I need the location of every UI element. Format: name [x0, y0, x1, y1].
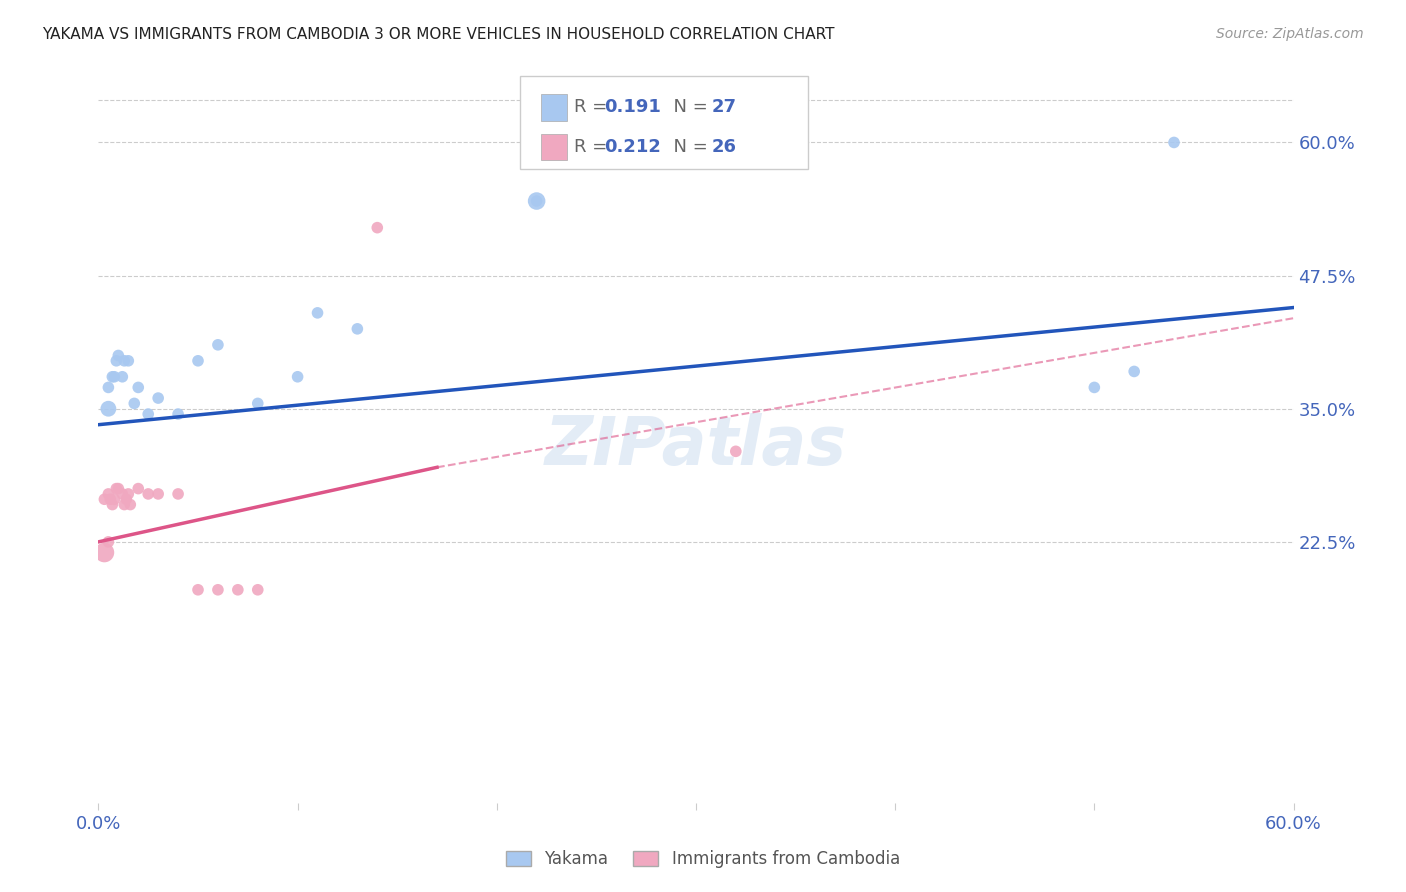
Point: [98, 492, 122, 507]
Point: [97, 487, 120, 501]
Point: [117, 353, 139, 368]
Point: [246, 396, 269, 410]
Text: R =: R =: [574, 98, 613, 116]
Text: YAKAMA VS IMMIGRANTS FROM CAMBODIA 3 OR MORE VEHICLES IN HOUSEHOLD CORRELATION C: YAKAMA VS IMMIGRANTS FROM CAMBODIA 3 OR …: [42, 27, 835, 42]
Legend: Yakama, Immigrants from Cambodia: Yakama, Immigrants from Cambodia: [499, 844, 907, 875]
Point: [187, 353, 209, 368]
Point: [226, 582, 249, 597]
Point: [124, 396, 146, 410]
Point: [136, 407, 159, 421]
Text: 26: 26: [711, 138, 737, 156]
Point: [167, 487, 190, 501]
Point: [148, 391, 170, 405]
Point: [97, 534, 120, 549]
Point: [112, 353, 135, 368]
Point: [526, 194, 548, 208]
Point: [167, 407, 190, 421]
Point: [105, 482, 128, 496]
Point: [207, 582, 229, 597]
Point: [103, 369, 125, 384]
Point: [246, 582, 269, 597]
Point: [117, 487, 139, 501]
Point: [111, 369, 134, 384]
Text: R =: R =: [574, 138, 613, 156]
Point: [724, 444, 747, 458]
Point: [103, 492, 125, 507]
Point: [148, 487, 170, 501]
Text: 0.191: 0.191: [605, 98, 661, 116]
Point: [1123, 364, 1146, 378]
Point: [187, 582, 209, 597]
Point: [101, 369, 124, 384]
Point: [97, 380, 120, 394]
Point: [526, 194, 548, 208]
Text: ZIPatlas: ZIPatlas: [546, 413, 846, 479]
Point: [1083, 380, 1105, 394]
Point: [307, 306, 329, 320]
Point: [107, 349, 129, 363]
Point: [127, 380, 149, 394]
Point: [366, 220, 388, 235]
Point: [207, 338, 229, 352]
Point: [111, 487, 134, 501]
Point: [287, 369, 309, 384]
Point: [93, 492, 115, 507]
Point: [1163, 136, 1185, 150]
Point: [107, 482, 129, 496]
Text: N =: N =: [662, 98, 714, 116]
Text: 0.212: 0.212: [605, 138, 661, 156]
Point: [127, 482, 149, 496]
Point: [101, 498, 124, 512]
Point: [136, 487, 159, 501]
Text: N =: N =: [662, 138, 714, 156]
Point: [97, 401, 120, 416]
Text: 27: 27: [711, 98, 737, 116]
Point: [120, 498, 142, 512]
Point: [346, 322, 368, 336]
Point: [93, 545, 115, 559]
Point: [112, 498, 135, 512]
Text: Source: ZipAtlas.com: Source: ZipAtlas.com: [1216, 27, 1364, 41]
Point: [105, 353, 128, 368]
Point: [115, 492, 138, 507]
